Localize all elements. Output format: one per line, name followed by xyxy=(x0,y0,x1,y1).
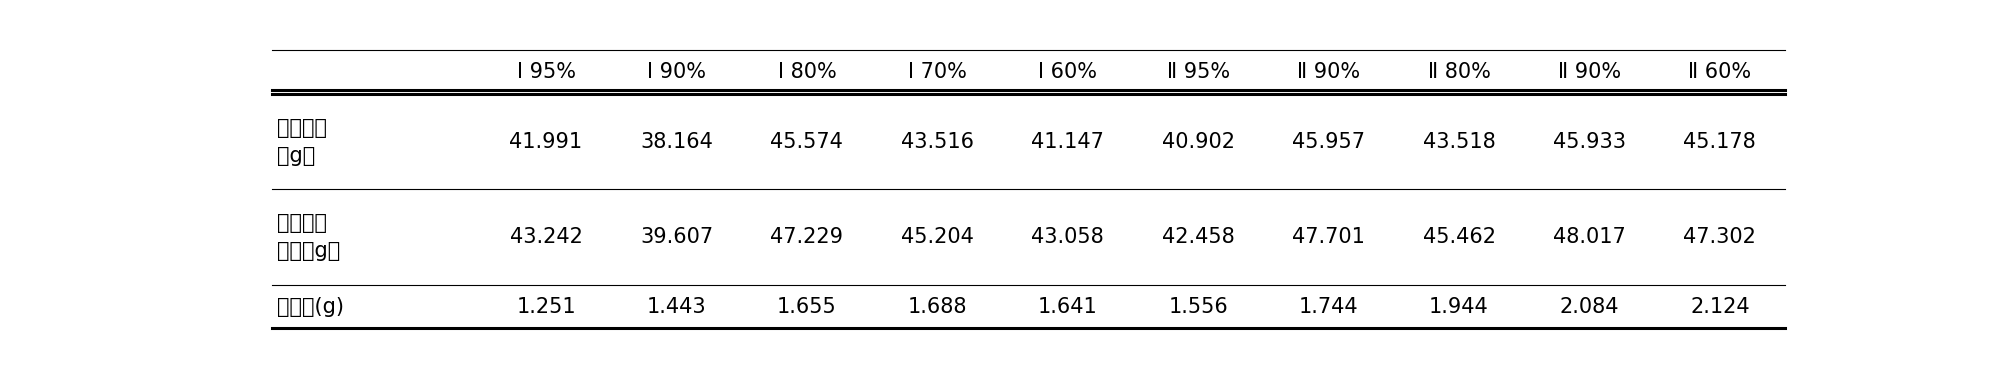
Text: Ⅱ 90%: Ⅱ 90% xyxy=(1297,62,1361,82)
Text: 41.147: 41.147 xyxy=(1032,132,1104,151)
Text: 45.204: 45.204 xyxy=(900,227,974,247)
Text: 39.607: 39.607 xyxy=(639,227,713,247)
Text: I 90%: I 90% xyxy=(647,62,705,82)
Text: Ⅱ 90%: Ⅱ 90% xyxy=(1558,62,1621,82)
Text: 45.462: 45.462 xyxy=(1422,227,1496,247)
Text: 47.701: 47.701 xyxy=(1293,227,1365,247)
Text: 1.944: 1.944 xyxy=(1428,296,1488,317)
Text: 2.084: 2.084 xyxy=(1560,296,1619,317)
Text: 47.302: 47.302 xyxy=(1683,227,1757,247)
Text: 1.655: 1.655 xyxy=(777,296,837,317)
Text: I 70%: I 70% xyxy=(908,62,966,82)
Text: 38.164: 38.164 xyxy=(639,132,713,151)
Text: 2.124: 2.124 xyxy=(1689,296,1749,317)
Text: 蕌发皿重
（g）: 蕌发皿重 （g） xyxy=(277,118,327,166)
Text: 41.991: 41.991 xyxy=(510,132,582,151)
Text: 1.744: 1.744 xyxy=(1299,296,1359,317)
Text: 1.688: 1.688 xyxy=(908,296,966,317)
Text: 1.556: 1.556 xyxy=(1167,296,1227,317)
Text: 含膏蕌发
皿重（g）: 含膏蕌发 皿重（g） xyxy=(277,213,341,261)
Text: 45.574: 45.574 xyxy=(771,132,843,151)
Text: Ⅱ 95%: Ⅱ 95% xyxy=(1167,62,1229,82)
Text: 43.242: 43.242 xyxy=(510,227,582,247)
Text: 43.516: 43.516 xyxy=(900,132,974,151)
Text: 浸膏重(g): 浸膏重(g) xyxy=(277,296,345,317)
Text: 1.641: 1.641 xyxy=(1038,296,1098,317)
Text: Ⅱ 80%: Ⅱ 80% xyxy=(1428,62,1490,82)
Text: 45.178: 45.178 xyxy=(1683,132,1757,151)
Text: 45.933: 45.933 xyxy=(1554,132,1625,151)
Text: 40.902: 40.902 xyxy=(1161,132,1235,151)
Text: Ⅱ 60%: Ⅱ 60% xyxy=(1689,62,1751,82)
Text: 1.251: 1.251 xyxy=(516,296,576,317)
Text: 45.957: 45.957 xyxy=(1293,132,1365,151)
Text: 1.443: 1.443 xyxy=(647,296,707,317)
Text: I 95%: I 95% xyxy=(516,62,576,82)
Text: 48.017: 48.017 xyxy=(1554,227,1625,247)
Text: 43.518: 43.518 xyxy=(1422,132,1496,151)
Text: 47.229: 47.229 xyxy=(771,227,843,247)
Text: I 80%: I 80% xyxy=(777,62,837,82)
Text: 42.458: 42.458 xyxy=(1161,227,1235,247)
Text: 43.058: 43.058 xyxy=(1032,227,1104,247)
Text: I 60%: I 60% xyxy=(1038,62,1098,82)
